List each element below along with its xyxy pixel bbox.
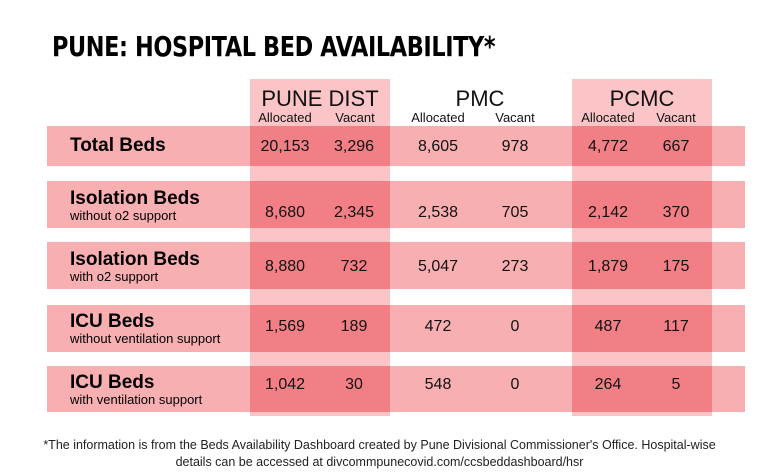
- overlap-cell: [572, 305, 712, 352]
- overlap-cell: [250, 305, 390, 352]
- value-cell: 548: [424, 376, 452, 393]
- subheader-allocated: Allocated: [258, 110, 312, 125]
- value-cell: 5,047: [417, 258, 459, 275]
- subheader-vacant: Vacant: [495, 110, 535, 125]
- row-label-isolation-without-o2: Isolation Beds without o2 support: [70, 189, 200, 223]
- value-cell: 8,680: [264, 204, 306, 221]
- subheader-vacant: Vacant: [335, 110, 375, 125]
- value-cell: 20,153: [260, 138, 310, 155]
- footnote-line-1: *The information is from the Beds Availa…: [43, 438, 716, 452]
- subheader-allocated: Allocated: [581, 110, 635, 125]
- footnote: *The information is from the Beds Availa…: [10, 437, 749, 471]
- column-header-pune-dist: PUNE DIST: [261, 86, 379, 111]
- value-cell: 2,345: [333, 204, 375, 221]
- value-cell: 705: [501, 204, 529, 221]
- value-cell: 370: [662, 204, 690, 221]
- row-sublabel: without ventilation support: [70, 331, 221, 346]
- row-title: Total Beds: [70, 135, 166, 156]
- value-cell: 667: [662, 138, 690, 155]
- value-cell: 117: [663, 318, 689, 335]
- overlap-cell: [250, 242, 390, 289]
- value-cell: 264: [594, 376, 622, 393]
- value-cell: 273: [501, 258, 529, 275]
- row-sublabel: without o2 support: [70, 208, 177, 223]
- column-header-pcmc: PCMC: [609, 86, 675, 111]
- value-cell: 2,538: [417, 204, 459, 221]
- subheader-allocated: Allocated: [411, 110, 465, 125]
- value-cell: 1,042: [264, 376, 306, 393]
- overlap-cell: [250, 366, 390, 412]
- overlap-cell: [572, 181, 712, 228]
- value-cell: 1,879: [587, 258, 629, 275]
- value-cell: 472: [424, 318, 452, 335]
- column-header-pmc: PMC: [455, 86, 505, 111]
- value-cell: 487: [594, 318, 622, 335]
- row-title: ICU Beds: [70, 311, 155, 332]
- row-label-total-beds: Total Beds: [70, 136, 166, 156]
- overlap-cell: [250, 126, 390, 166]
- value-cell: 5: [671, 376, 681, 393]
- row-title: ICU Beds: [70, 372, 155, 393]
- value-cell: 8,605: [417, 138, 459, 155]
- overlap-cell: [250, 181, 390, 228]
- row-label-icu-with-ventilation: ICU Beds with ventilation support: [70, 373, 202, 407]
- overlap-cell: [572, 366, 712, 412]
- value-cell: 0: [510, 376, 520, 393]
- value-cell: 175: [662, 258, 690, 275]
- value-cell: 189: [340, 318, 368, 335]
- value-cell: 0: [510, 318, 520, 335]
- value-cell: 30: [345, 376, 363, 393]
- row-sublabel: with ventilation support: [70, 392, 203, 407]
- overlap-cell: [572, 126, 712, 166]
- row-label-isolation-with-o2: Isolation Beds with o2 support: [70, 250, 200, 284]
- row-title: Isolation Beds: [70, 249, 200, 270]
- value-cell: 8,880: [264, 258, 306, 275]
- value-cell: 4,772: [587, 138, 629, 155]
- value-cell: 3,296: [333, 138, 375, 155]
- page-title: PUNE: HOSPITAL BED AVAILABILITY*: [52, 30, 496, 63]
- value-cell: 2,142: [587, 204, 629, 221]
- row-sublabel: with o2 support: [70, 269, 159, 284]
- footnote-line-2: details can be accessed at divcommpuneco…: [175, 455, 584, 469]
- value-cell: 732: [340, 258, 368, 275]
- subheader-vacant: Vacant: [656, 110, 696, 125]
- overlap-cell: [572, 242, 712, 289]
- value-cell: 1,569: [264, 318, 306, 335]
- row-label-icu-without-ventilation: ICU Beds without ventilation support: [70, 312, 220, 346]
- row-title: Isolation Beds: [70, 188, 200, 209]
- value-cell: 978: [501, 138, 529, 155]
